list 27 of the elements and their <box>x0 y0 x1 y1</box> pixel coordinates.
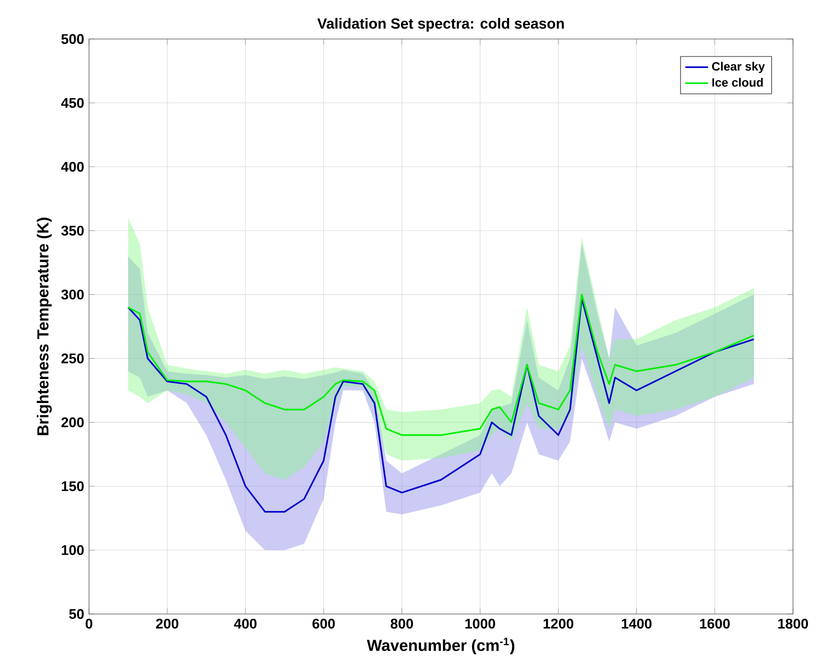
y-tick-label: 300 <box>61 290 84 300</box>
x-tick-label: 1800 <box>778 618 808 629</box>
y-tick-label: 100 <box>62 545 84 556</box>
y-tick-label: 200 <box>61 417 84 428</box>
legend-label: Ice cloud <box>712 78 763 87</box>
x-tick-label: 1600 <box>700 618 730 629</box>
x-tick-label: 600 <box>312 618 335 629</box>
x-tick-label: 1000 <box>465 618 496 629</box>
chart-title: Validation Set spectra: cold season <box>317 18 564 32</box>
x-axis-title: Wavenumber (cm$^{-1}$) <box>366 638 514 654</box>
x-tick-label: 400 <box>234 618 257 629</box>
x-tick-label: 1400 <box>622 618 652 629</box>
line-series <box>127 294 755 436</box>
x-tick-label: 800 <box>390 618 413 629</box>
y-tick-label: 250 <box>61 353 84 364</box>
x-tick-label: 0 <box>86 618 92 629</box>
x-tick-label: 200 <box>156 618 178 629</box>
line-series <box>127 298 755 513</box>
y-tick-label: 150 <box>62 481 84 492</box>
y-tick-label: 50 <box>69 609 84 619</box>
y-tick-label: 400 <box>61 162 84 172</box>
y-tick-label: 500 <box>61 34 84 44</box>
y-tick-label: 450 <box>61 98 84 108</box>
x-tick-label: 1200 <box>544 618 574 629</box>
legend-label: Clear sky <box>712 62 765 74</box>
y-tick-label: 350 <box>61 226 84 236</box>
y-axis-title: Brighteness Temperature (K) <box>36 218 52 436</box>
